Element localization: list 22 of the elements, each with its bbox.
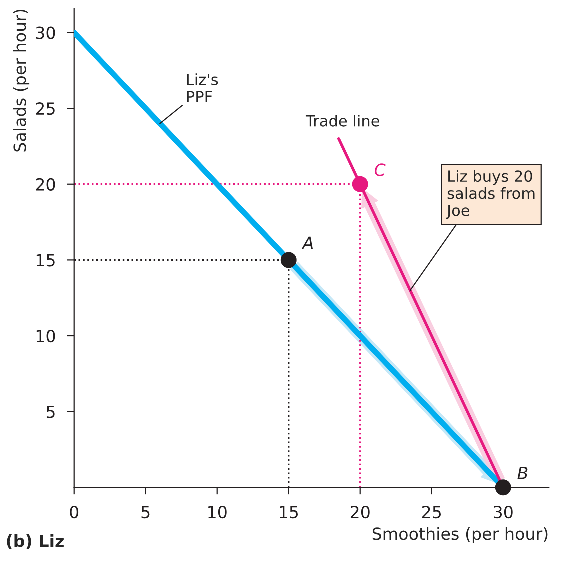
annotation: B [518,467,528,480]
y-tick-label: 5 [46,406,55,418]
y-tick-label: 30 [36,26,56,40]
annotation: Trade line [306,115,380,127]
x-axis-title: Smoothies (per hour) [372,527,548,544]
y-tick-label: 15 [36,254,55,267]
x-tick-label: 5 [142,506,150,519]
annotation: Liz's PPF [187,74,218,102]
x-tick-label: 10 [208,506,227,519]
x-tick-label: 25 [422,506,442,519]
y-tick-label: 10 [36,330,56,343]
y-tick-label: 20 [36,178,56,191]
y-tick-label: 25 [36,102,55,116]
annotation: C [374,164,386,176]
x-tick-label: 30 [494,506,513,519]
y-axis-title: Salads (per hour) [13,10,30,152]
annotation: A [302,236,314,250]
x-tick-label: 20 [350,506,370,519]
x-tick-label: 15 [280,506,298,519]
text: (b) Liz [7,534,64,550]
annotation: Liz buys 20 salads from Joe [446,170,535,220]
x-tick-label: 0 [70,506,79,519]
